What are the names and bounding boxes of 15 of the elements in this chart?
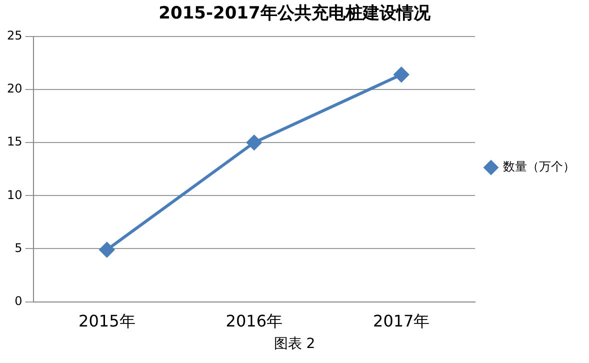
text: 图表 2 <box>272 335 316 353</box>
x-tick-label: 2016年 <box>226 312 282 331</box>
legend-label: 数量（万个） <box>503 160 575 174</box>
point <box>99 242 114 258</box>
y-tick-label: 20 <box>6 82 22 96</box>
x-tick-label: 2017年 <box>373 312 430 331</box>
y-tick-label: 25 <box>6 28 22 43</box>
y-tick-label: 0 <box>14 294 22 308</box>
y-tick-label: 10 <box>6 188 22 202</box>
point <box>394 67 409 82</box>
chart-title: 2015-2017年公共充电桩建设情况 <box>158 4 432 24</box>
x-tick-label: 2015年 <box>78 312 136 331</box>
y-tick-label: 15 <box>6 134 22 149</box>
y-tick-label: 5 <box>14 240 22 255</box>
point <box>246 135 262 150</box>
